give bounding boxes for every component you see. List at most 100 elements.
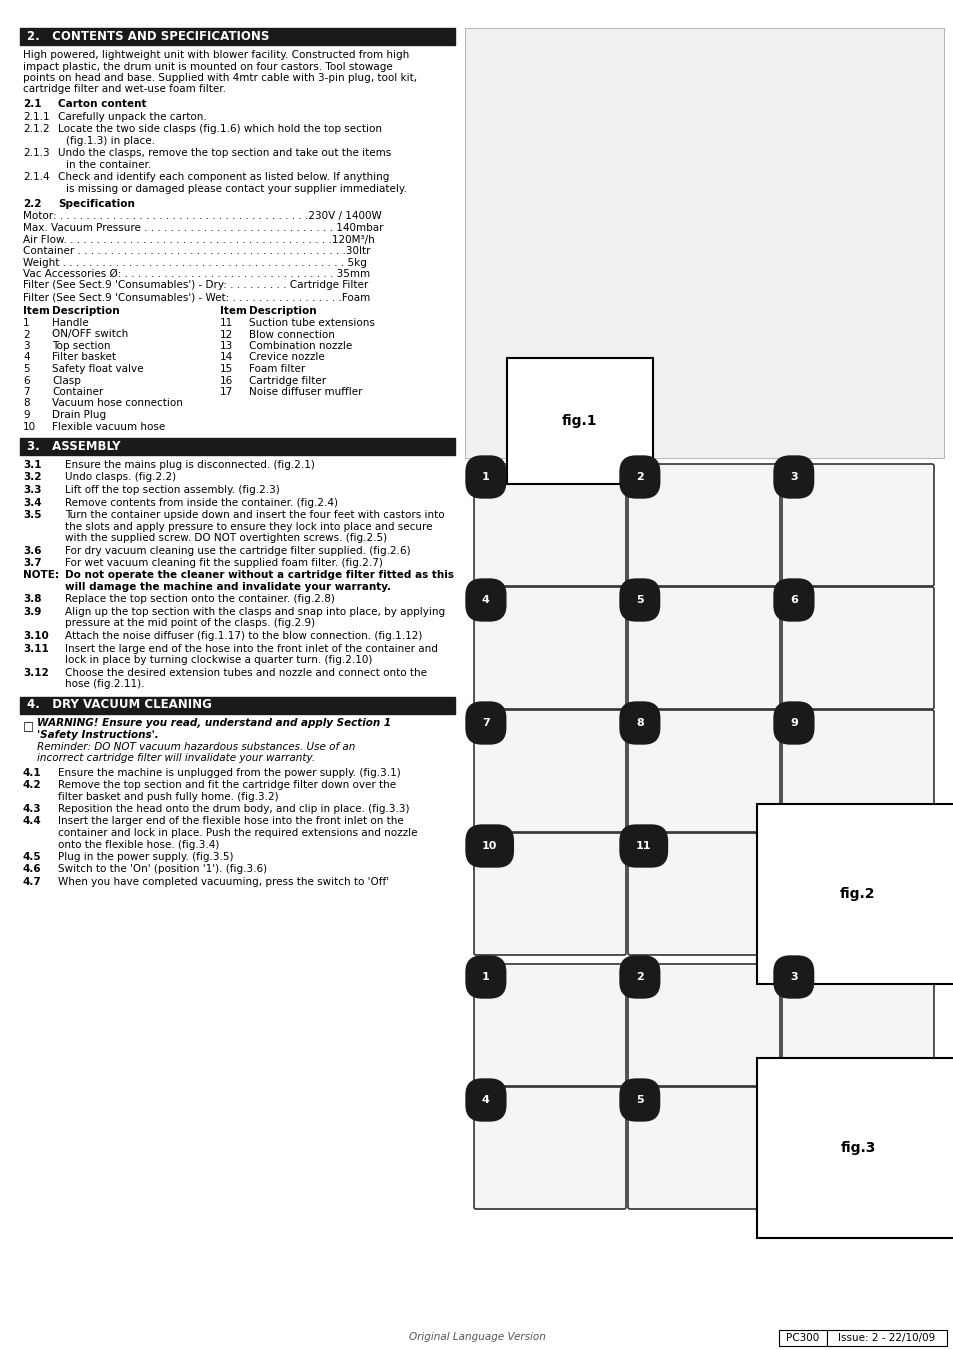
FancyBboxPatch shape: [781, 1087, 933, 1210]
Text: 3: 3: [789, 972, 797, 981]
FancyBboxPatch shape: [20, 437, 455, 455]
Text: Crevice nozzle: Crevice nozzle: [249, 352, 324, 363]
Text: 11: 11: [636, 841, 651, 850]
Text: 11: 11: [220, 319, 233, 328]
FancyBboxPatch shape: [20, 697, 455, 714]
Text: 2: 2: [636, 472, 643, 482]
Text: fig.2: fig.2: [840, 887, 875, 900]
FancyBboxPatch shape: [474, 833, 625, 954]
Text: WARNING! Ensure you read, understand and apply Section 1: WARNING! Ensure you read, understand and…: [37, 718, 391, 729]
Text: Undo the clasps, remove the top section and take out the items: Undo the clasps, remove the top section …: [58, 148, 391, 158]
Text: Insert the large end of the hose into the front inlet of the container and: Insert the large end of the hose into th…: [65, 644, 437, 653]
Text: Handle: Handle: [52, 319, 89, 328]
Text: points on head and base. Supplied with 4mtr cable with 3-pin plug, tool kit,: points on head and base. Supplied with 4…: [23, 73, 416, 82]
Text: cartridge filter and wet-use foam filter.: cartridge filter and wet-use foam filter…: [23, 85, 226, 94]
FancyBboxPatch shape: [474, 710, 625, 832]
FancyBboxPatch shape: [627, 587, 780, 709]
Text: Replace the top section onto the container. (fig.2.8): Replace the top section onto the contain…: [65, 594, 335, 605]
Text: Issue: 2 - 22/10/09: Issue: 2 - 22/10/09: [838, 1332, 935, 1343]
Text: 2.1.2: 2.1.2: [23, 124, 50, 134]
Text: 5: 5: [23, 364, 30, 374]
Text: 10: 10: [23, 421, 36, 432]
Text: 3: 3: [23, 342, 30, 351]
Text: 1: 1: [481, 972, 489, 981]
Text: Check and identify each component as listed below. If anything: Check and identify each component as lis…: [58, 171, 389, 182]
Text: (fig.1.3) in place.: (fig.1.3) in place.: [66, 135, 154, 146]
Text: Item: Item: [23, 306, 50, 316]
Text: 8: 8: [636, 718, 643, 728]
Text: 3.7: 3.7: [23, 558, 42, 568]
Text: Original Language Version: Original Language Version: [408, 1332, 545, 1342]
Text: Ensure the machine is unplugged from the power supply. (fig.3.1): Ensure the machine is unplugged from the…: [58, 768, 400, 778]
Text: □: □: [23, 721, 34, 733]
Text: Undo clasps. (fig.2.2): Undo clasps. (fig.2.2): [65, 472, 176, 482]
Text: Remove contents from inside the container. (fig.2.4): Remove contents from inside the containe…: [65, 498, 337, 508]
Text: 3: 3: [789, 472, 797, 482]
Text: Switch to the 'On' (position '1'). (fig.3.6): Switch to the 'On' (position '1'). (fig.…: [58, 864, 267, 875]
Text: Reminder: DO NOT vacuum hazardous substances. Use of an: Reminder: DO NOT vacuum hazardous substa…: [37, 741, 355, 752]
Text: 17: 17: [220, 387, 233, 397]
Text: 2.1.3: 2.1.3: [23, 148, 50, 158]
Text: Carefully unpack the carton.: Carefully unpack the carton.: [58, 112, 207, 122]
Text: 3.4: 3.4: [23, 498, 42, 508]
Text: 3.3: 3.3: [23, 485, 42, 495]
FancyBboxPatch shape: [627, 964, 780, 1085]
Text: 1: 1: [23, 319, 30, 328]
FancyBboxPatch shape: [781, 710, 933, 832]
Text: 3.5: 3.5: [23, 510, 42, 520]
Text: 7: 7: [481, 718, 489, 728]
Text: 2.2: 2.2: [23, 198, 42, 209]
Text: When you have completed vacuuming, press the switch to 'Off': When you have completed vacuuming, press…: [58, 878, 389, 887]
Text: Vacuum hose connection: Vacuum hose connection: [52, 398, 183, 409]
FancyBboxPatch shape: [474, 587, 625, 709]
FancyBboxPatch shape: [627, 1087, 780, 1210]
Text: 2.1.4: 2.1.4: [23, 171, 50, 182]
Text: Top section: Top section: [52, 342, 111, 351]
Text: Description: Description: [249, 306, 316, 316]
Text: Specification: Specification: [58, 198, 134, 209]
Text: Align up the top section with the clasps and snap into place, by applying: Align up the top section with the clasps…: [65, 608, 445, 617]
Bar: [779, 1330, 826, 1346]
Text: filter basket and push fully home. (fig.3.2): filter basket and push fully home. (fig.…: [58, 791, 278, 802]
Text: 6: 6: [23, 375, 30, 386]
Text: Safety float valve: Safety float valve: [52, 364, 143, 374]
Text: 9: 9: [789, 718, 797, 728]
Text: 4.4: 4.4: [23, 817, 42, 826]
FancyBboxPatch shape: [781, 587, 933, 709]
Text: Cartridge filter: Cartridge filter: [249, 375, 326, 386]
Text: Choose the desired extension tubes and nozzle and connect onto the: Choose the desired extension tubes and n…: [65, 667, 427, 678]
Text: Drain Plug: Drain Plug: [52, 410, 106, 420]
Text: Plug in the power supply. (fig.3.5): Plug in the power supply. (fig.3.5): [58, 852, 233, 863]
Text: 3.2: 3.2: [23, 472, 42, 482]
Text: Weight . . . . . . . . . . . . . . . . . . . . . . . . . . . . . . . . . . . . .: Weight . . . . . . . . . . . . . . . . .…: [23, 258, 367, 267]
Text: onto the flexible hose. (fig.3.4): onto the flexible hose. (fig.3.4): [58, 840, 219, 849]
Text: 2: 2: [23, 329, 30, 339]
Text: 3.12: 3.12: [23, 667, 49, 678]
Text: 2: 2: [636, 972, 643, 981]
Text: container and lock in place. Push the required extensions and nozzle: container and lock in place. Push the re…: [58, 828, 417, 838]
Text: Foam filter: Foam filter: [249, 364, 305, 374]
Text: 16: 16: [220, 375, 233, 386]
Text: Filter (See Sect.9 'Consumables') - Dry: . . . . . . . . . Cartridge Filter: Filter (See Sect.9 'Consumables') - Dry:…: [23, 281, 368, 290]
Text: NOTE:: NOTE:: [23, 571, 59, 580]
Text: 2.   CONTENTS AND SPECIFICATIONS: 2. CONTENTS AND SPECIFICATIONS: [27, 30, 269, 43]
Text: 3.   ASSEMBLY: 3. ASSEMBLY: [27, 440, 120, 454]
FancyBboxPatch shape: [474, 1087, 625, 1210]
FancyBboxPatch shape: [627, 464, 780, 586]
Text: 5: 5: [636, 1095, 643, 1106]
Text: 4: 4: [23, 352, 30, 363]
Text: 3.8: 3.8: [23, 594, 42, 605]
Text: For dry vacuum cleaning use the cartridge filter supplied. (fig.2.6): For dry vacuum cleaning use the cartridg…: [65, 545, 410, 555]
Text: 3.1: 3.1: [23, 460, 42, 470]
Text: 4.6: 4.6: [23, 864, 42, 875]
FancyBboxPatch shape: [781, 964, 933, 1085]
Text: 'Safety Instructions'.: 'Safety Instructions'.: [37, 730, 158, 740]
Text: pressure at the mid point of the clasps. (fig.2.9): pressure at the mid point of the clasps.…: [65, 618, 314, 629]
Text: hose (fig.2.11).: hose (fig.2.11).: [65, 679, 144, 688]
Text: Lift off the top section assembly. (fig.2.3): Lift off the top section assembly. (fig.…: [65, 485, 279, 495]
Text: 4.1: 4.1: [23, 768, 42, 778]
Text: in the container.: in the container.: [66, 159, 152, 170]
Text: Max. Vacuum Pressure . . . . . . . . . . . . . . . . . . . . . . . . . . . . . 1: Max. Vacuum Pressure . . . . . . . . . .…: [23, 223, 383, 234]
Text: Carton content: Carton content: [58, 99, 147, 109]
Text: Attach the noise diffuser (fig.1.17) to the blow connection. (fig.1.12): Attach the noise diffuser (fig.1.17) to …: [65, 630, 422, 641]
